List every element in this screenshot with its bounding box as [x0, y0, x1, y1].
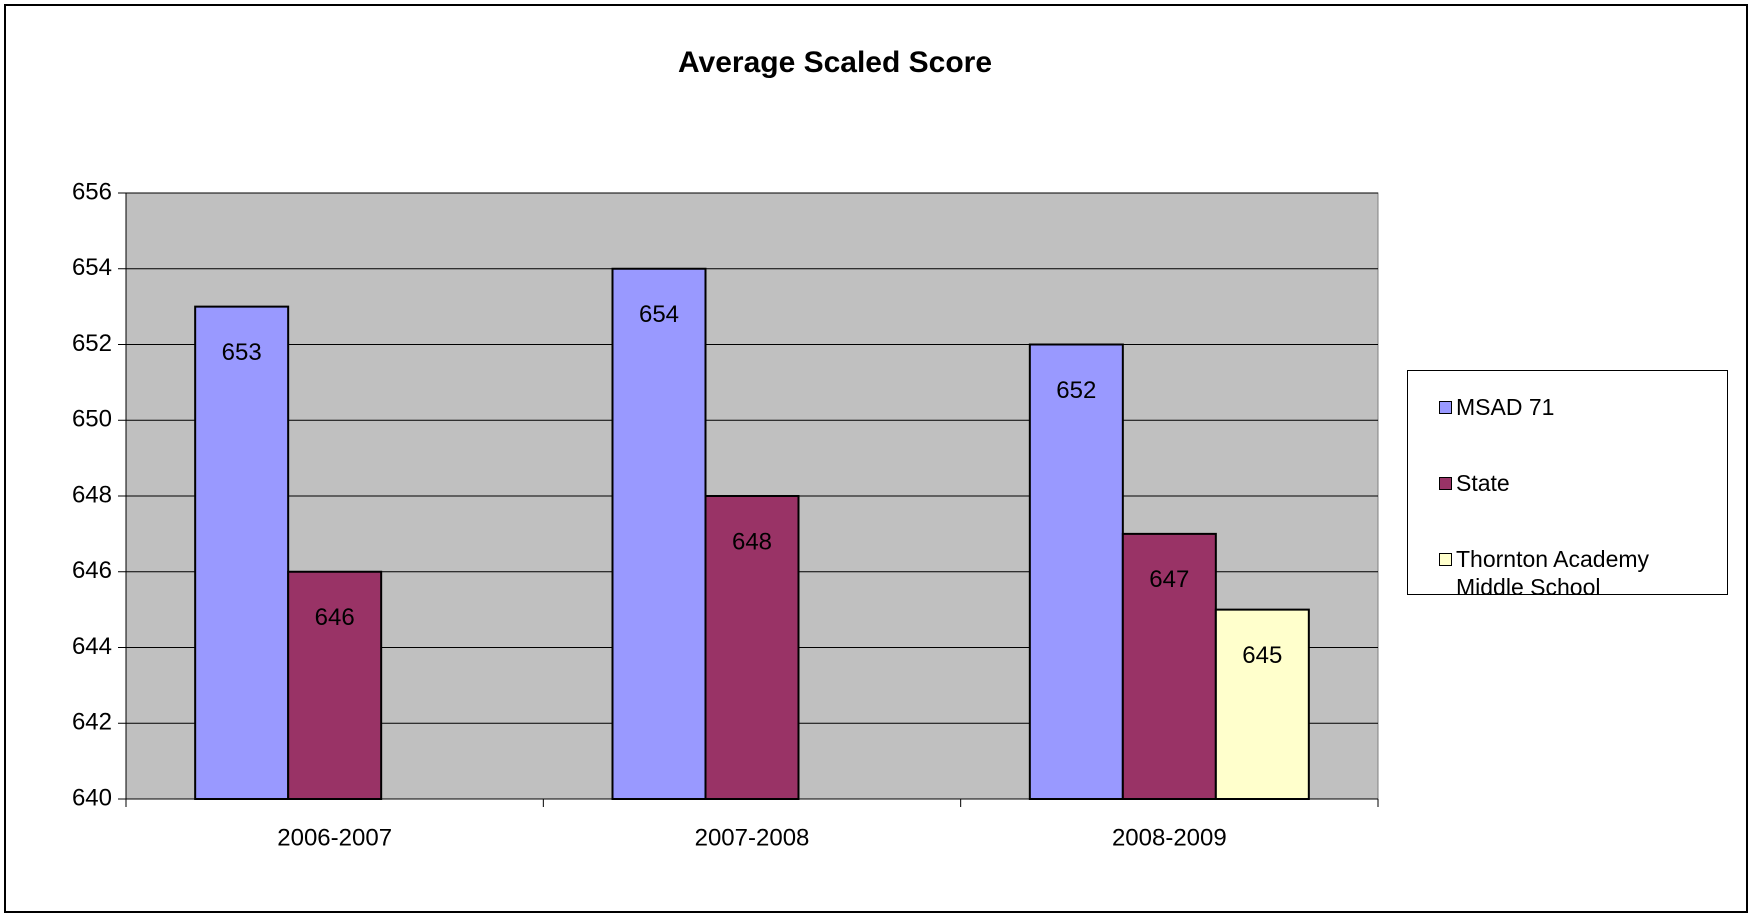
bar — [1028, 343, 1124, 800]
legend-item: Thornton Academy Middle School — [1439, 545, 1716, 601]
data-label: 645 — [1242, 642, 1282, 669]
y-tick-label: 644 — [72, 633, 112, 660]
bar — [704, 495, 800, 800]
legend-item: MSAD 71 — [1439, 393, 1716, 421]
legend-swatch — [1439, 401, 1452, 414]
y-tick-label: 652 — [72, 330, 112, 357]
chart-title: Average Scaled Score — [678, 46, 992, 79]
x-tick-label: 2008-2009 — [1112, 824, 1227, 851]
legend-swatch — [1439, 477, 1452, 490]
bar — [194, 305, 290, 800]
data-label: 646 — [315, 604, 355, 631]
y-tick-label: 642 — [72, 709, 112, 736]
legend-label: Thornton Academy Middle School — [1456, 546, 1650, 600]
legend-swatch — [1439, 553, 1452, 566]
data-label: 648 — [732, 528, 772, 555]
data-label: 653 — [222, 339, 262, 366]
data-label: 654 — [639, 301, 679, 328]
y-tick-label: 640 — [72, 784, 112, 811]
bar — [1214, 608, 1310, 800]
legend-item: State — [1439, 469, 1716, 497]
y-tick-label: 648 — [72, 481, 112, 508]
x-tick-label: 2007-2008 — [695, 824, 810, 851]
bar — [287, 570, 383, 800]
legend-label: State — [1456, 470, 1510, 496]
x-tick-label: 2006-2007 — [277, 824, 392, 851]
y-tick-label: 656 — [72, 178, 112, 205]
data-label: 652 — [1056, 377, 1096, 404]
y-tick-label: 650 — [72, 406, 112, 433]
bar — [611, 267, 707, 800]
legend-label: MSAD 71 — [1456, 394, 1555, 420]
y-tick-label: 654 — [72, 254, 112, 281]
data-label: 647 — [1149, 566, 1189, 593]
legend: MSAD 71 State Thornton Academy Middle Scho… — [1407, 370, 1728, 600]
y-tick-label: 646 — [72, 557, 112, 584]
